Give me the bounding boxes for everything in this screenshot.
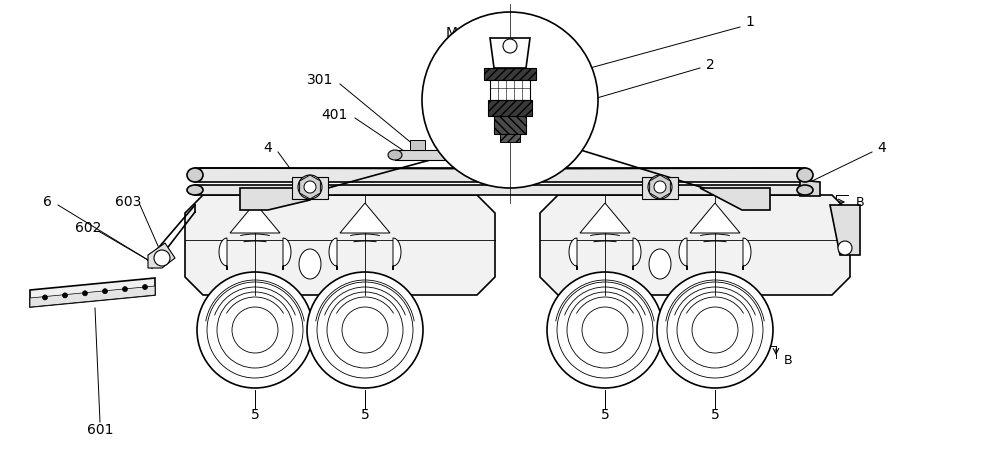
Ellipse shape bbox=[187, 168, 203, 182]
Polygon shape bbox=[30, 286, 155, 307]
Polygon shape bbox=[690, 203, 740, 233]
Polygon shape bbox=[650, 175, 670, 199]
Bar bbox=[490, 80, 530, 100]
Ellipse shape bbox=[187, 185, 203, 195]
Text: 601: 601 bbox=[87, 423, 113, 437]
Polygon shape bbox=[679, 238, 687, 270]
Circle shape bbox=[342, 307, 388, 353]
Circle shape bbox=[692, 307, 738, 353]
Circle shape bbox=[197, 272, 313, 388]
Text: 5: 5 bbox=[711, 408, 719, 422]
Text: 301: 301 bbox=[307, 73, 333, 87]
Circle shape bbox=[677, 292, 753, 368]
Circle shape bbox=[657, 272, 773, 388]
Circle shape bbox=[298, 175, 322, 199]
Polygon shape bbox=[800, 180, 820, 196]
Polygon shape bbox=[580, 203, 630, 233]
Circle shape bbox=[82, 291, 88, 296]
Text: 3: 3 bbox=[438, 48, 446, 62]
Polygon shape bbox=[700, 188, 770, 210]
Text: 602: 602 bbox=[75, 221, 101, 235]
Bar bbox=[488, 100, 532, 116]
Text: 1: 1 bbox=[746, 15, 754, 29]
Circle shape bbox=[122, 287, 128, 292]
Text: B: B bbox=[784, 354, 793, 366]
Polygon shape bbox=[340, 203, 390, 233]
Polygon shape bbox=[540, 195, 850, 295]
Bar bbox=[395, 150, 475, 160]
Text: 4: 4 bbox=[264, 141, 272, 155]
Circle shape bbox=[62, 293, 68, 298]
Circle shape bbox=[42, 295, 48, 300]
Circle shape bbox=[143, 284, 148, 289]
Circle shape bbox=[547, 272, 663, 388]
Circle shape bbox=[304, 181, 316, 193]
Circle shape bbox=[557, 282, 653, 378]
Circle shape bbox=[217, 292, 293, 368]
Ellipse shape bbox=[299, 249, 321, 279]
Polygon shape bbox=[830, 205, 860, 255]
Polygon shape bbox=[240, 188, 310, 210]
Circle shape bbox=[503, 39, 517, 53]
Ellipse shape bbox=[468, 150, 482, 160]
Polygon shape bbox=[148, 243, 175, 268]
Ellipse shape bbox=[388, 150, 402, 160]
Ellipse shape bbox=[797, 185, 813, 195]
Circle shape bbox=[654, 181, 666, 193]
Polygon shape bbox=[30, 278, 155, 307]
Bar bbox=[410, 140, 425, 150]
Polygon shape bbox=[230, 203, 280, 233]
Circle shape bbox=[567, 292, 643, 368]
Polygon shape bbox=[219, 238, 227, 270]
Circle shape bbox=[154, 250, 170, 266]
Polygon shape bbox=[329, 238, 337, 270]
Bar bbox=[195, 185, 805, 195]
Polygon shape bbox=[393, 238, 401, 270]
Text: M: M bbox=[446, 26, 458, 40]
Polygon shape bbox=[569, 238, 577, 270]
Polygon shape bbox=[490, 38, 530, 68]
Text: 2: 2 bbox=[706, 58, 714, 72]
Ellipse shape bbox=[797, 168, 813, 182]
Polygon shape bbox=[283, 238, 291, 270]
Polygon shape bbox=[300, 175, 320, 199]
Circle shape bbox=[838, 241, 852, 255]
Bar bbox=[484, 68, 536, 80]
Bar bbox=[195, 168, 805, 182]
Text: 5: 5 bbox=[361, 408, 369, 422]
Text: 4: 4 bbox=[878, 141, 886, 155]
Circle shape bbox=[232, 307, 278, 353]
Circle shape bbox=[648, 175, 672, 199]
Ellipse shape bbox=[649, 249, 671, 279]
Bar bbox=[292, 177, 328, 199]
Text: 401: 401 bbox=[322, 108, 348, 122]
Circle shape bbox=[667, 282, 763, 378]
Circle shape bbox=[207, 282, 303, 378]
Text: B: B bbox=[856, 196, 865, 208]
Text: 603: 603 bbox=[115, 195, 141, 209]
Circle shape bbox=[582, 307, 628, 353]
Circle shape bbox=[422, 12, 598, 188]
Bar bbox=[642, 177, 678, 199]
Bar bbox=[500, 134, 520, 142]
Text: 5: 5 bbox=[601, 408, 609, 422]
Circle shape bbox=[317, 282, 413, 378]
Polygon shape bbox=[743, 238, 751, 270]
Circle shape bbox=[307, 272, 423, 388]
Text: 6: 6 bbox=[43, 195, 51, 209]
Circle shape bbox=[103, 289, 108, 293]
Polygon shape bbox=[633, 238, 641, 270]
Bar bbox=[494, 116, 526, 134]
Circle shape bbox=[327, 292, 403, 368]
Text: 5: 5 bbox=[251, 408, 259, 422]
Polygon shape bbox=[185, 195, 495, 295]
